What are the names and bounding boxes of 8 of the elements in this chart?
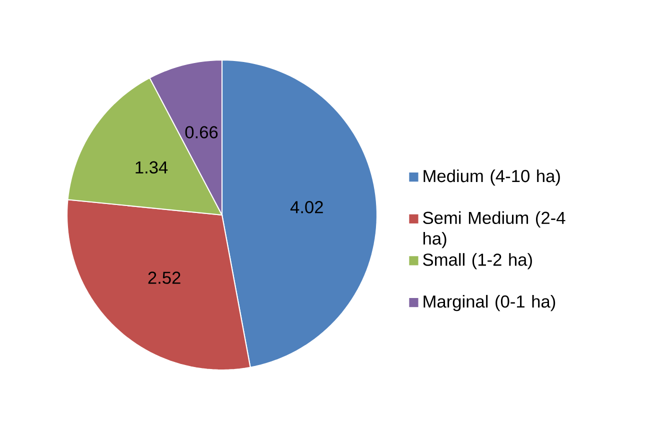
data-label: 4.02 [290, 201, 323, 214]
data-label: 0.66 [185, 126, 218, 138]
legend-label: Medium (4-10 ha) [424, 169, 560, 186]
legend-label: Small (1-2 ha) [423, 253, 532, 270]
data-label: 1.34 [136, 161, 168, 174]
data-label: 2.52 [148, 272, 180, 284]
legend-label: Marginal (0-1 ha) [424, 294, 556, 312]
legend-label: Semi Medium (2-4 ha) [423, 211, 566, 248]
